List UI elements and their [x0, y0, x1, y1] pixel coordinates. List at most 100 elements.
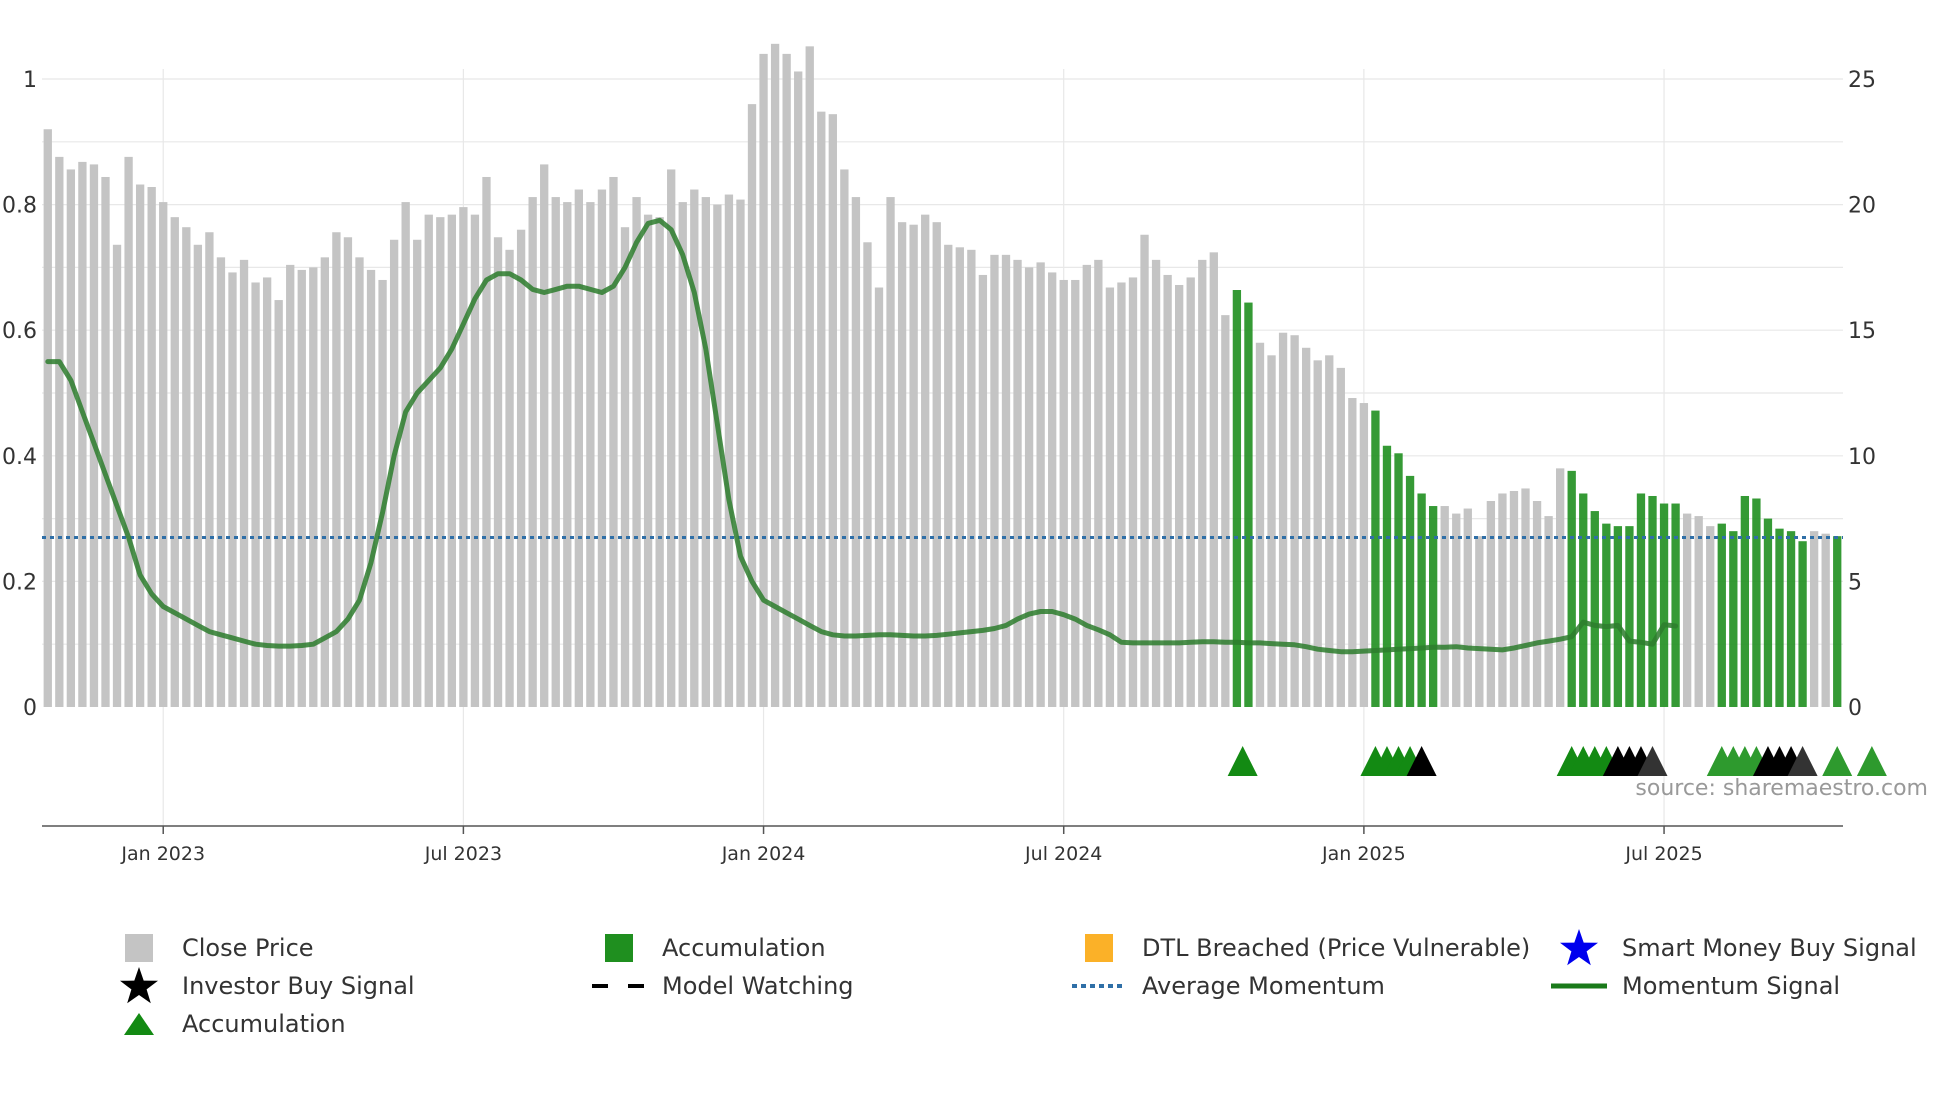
- left-axis-label: 0.2: [2, 570, 37, 595]
- legend-item: Accumulation: [110, 1006, 346, 1042]
- close-price-bar: [828, 114, 837, 708]
- close-price-bar: [239, 259, 249, 707]
- legend-item: Accumulation: [590, 930, 826, 966]
- close-price-bar: [1463, 508, 1472, 707]
- close-price-bar: [1151, 259, 1161, 707]
- close-price-bar: [1267, 355, 1276, 707]
- close-price-bar: [1498, 493, 1507, 707]
- close-price-bar: [216, 257, 226, 707]
- close-price-bar: [1290, 335, 1299, 707]
- close-price-bar: [1221, 315, 1230, 707]
- legend-item: DTL Breached (Price Vulnerable): [1070, 930, 1530, 966]
- close-price-bar: [182, 227, 191, 707]
- close-price-bar: [401, 202, 410, 707]
- close-price-bar: [286, 264, 295, 707]
- accumulation-triangle: [1822, 746, 1853, 776]
- legend-square-icon: [110, 930, 168, 966]
- close-price-bar: [355, 257, 364, 707]
- close-price-bar: [713, 204, 722, 707]
- close-price-bar: [1024, 267, 1034, 707]
- close-price-bar: [863, 242, 872, 707]
- close-price-bar: [78, 161, 87, 707]
- close-price-bar: [101, 176, 110, 707]
- right-axis-label: 0: [1848, 696, 1862, 721]
- close-price-bar: [1186, 277, 1195, 707]
- close-price-bar: [1013, 259, 1022, 707]
- close-price-bar: [990, 254, 999, 707]
- x-tick-label: Jan 2024: [721, 843, 806, 865]
- legend-label: Smart Money Buy Signal: [1622, 934, 1917, 962]
- x-tick-label: Jul 2023: [424, 843, 502, 865]
- legend-star-icon: [110, 967, 168, 1004]
- close-price-bar: [563, 202, 572, 707]
- accumulation-bar: [1775, 528, 1784, 707]
- close-price-bar: [1105, 287, 1115, 707]
- accumulation-bar: [1602, 523, 1611, 707]
- right-axis-label: 25: [1848, 68, 1876, 93]
- legend-label: Accumulation: [182, 1010, 346, 1038]
- close-price-bar: [805, 46, 814, 708]
- close-price-bar: [1128, 277, 1138, 707]
- close-price-bar: [262, 277, 272, 707]
- close-price-bar: [528, 197, 537, 707]
- close-price-bar: [643, 214, 653, 707]
- close-price-bar: [597, 189, 607, 707]
- close-price-bar: [228, 272, 237, 707]
- close-price-bar: [678, 202, 687, 707]
- legend-label: Investor Buy Signal: [182, 972, 415, 1000]
- accumulation-bar: [1579, 493, 1588, 707]
- legend-item: Average Momentum: [1070, 968, 1385, 1004]
- legend-label: DTL Breached (Price Vulnerable): [1142, 934, 1531, 962]
- close-price-bar: [251, 282, 260, 707]
- close-price-bar: [1278, 332, 1288, 707]
- source-label: source: sharemaestro.com: [1635, 776, 1928, 801]
- legend-item: Smart Money Buy Signal: [1550, 929, 1917, 966]
- legend-item: Investor Buy Signal: [110, 967, 415, 1004]
- accumulation-bar: [1786, 531, 1796, 707]
- close-price-bar: [921, 214, 930, 707]
- close-price-bar: [1694, 516, 1703, 707]
- close-price-bar: [1325, 355, 1334, 707]
- accumulation-bar: [1429, 506, 1438, 707]
- close-price-bar: [944, 244, 953, 708]
- close-price-bar: [851, 197, 861, 707]
- close-price-bar: [205, 232, 214, 707]
- close-price-bar: [193, 244, 203, 708]
- close-price-bar: [89, 164, 99, 707]
- close-price-bar: [43, 129, 52, 708]
- close-price-bar: [1094, 259, 1103, 707]
- accumulation-bar: [1752, 498, 1761, 707]
- close-price-bar: [1486, 501, 1496, 707]
- accumulation-bar: [1648, 495, 1657, 707]
- close-price-bar: [1048, 272, 1057, 707]
- momentum-signal-line: [45, 217, 1679, 655]
- investor-buy-triangle: [1406, 746, 1437, 776]
- legend-label: Accumulation: [662, 934, 826, 962]
- accumulation-bar: [1833, 536, 1842, 707]
- close-price-bar: [551, 197, 560, 707]
- close-price-bar: [378, 279, 387, 707]
- close-price-bar: [516, 229, 526, 707]
- legend-item: Model Watching: [590, 968, 854, 1004]
- accumulation-bar: [1763, 518, 1773, 707]
- close-price-bar: [135, 184, 145, 707]
- close-price-bar: [1175, 284, 1184, 707]
- close-price-bar: [1809, 531, 1819, 707]
- accumulation-triangle: [1227, 746, 1258, 776]
- legend-dotted-line-icon: [1070, 968, 1128, 1004]
- close-price-bar: [159, 202, 168, 707]
- close-price-bar: [459, 207, 468, 707]
- close-price-bar: [967, 249, 976, 708]
- close-price-bar: [424, 214, 433, 707]
- close-price-bar: [274, 300, 283, 707]
- x-tick-label: Jul 2024: [1024, 843, 1102, 865]
- legend-label: Momentum Signal: [1622, 972, 1841, 1000]
- close-price-bar: [413, 239, 422, 707]
- legend-label: Average Momentum: [1142, 972, 1385, 1000]
- legend-solid-line-icon: [1550, 968, 1608, 1004]
- close-price-bar: [690, 189, 699, 707]
- accumulation-bar: [1717, 523, 1726, 707]
- close-price-bar: [170, 217, 179, 707]
- close-price-bar: [1117, 282, 1126, 707]
- investor-buy-triangle: [1637, 746, 1668, 776]
